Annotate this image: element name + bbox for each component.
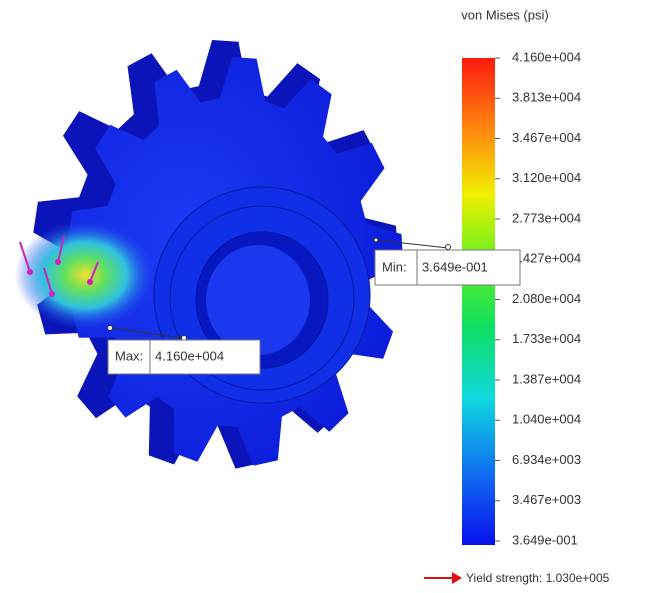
legend-title: von Mises (psi) xyxy=(461,7,548,22)
legend-labels: 4.160e+004 3.813e+004 3.467e+004 3.120e+004… xyxy=(495,49,581,547)
legend-label: 2.427e+004 xyxy=(512,251,581,266)
max-value: 4.160e+004 xyxy=(155,348,224,363)
load-arrow-head xyxy=(27,269,33,275)
max-label: Max: xyxy=(115,348,143,363)
legend-label: 2.773e+004 xyxy=(512,210,581,225)
bore-inner xyxy=(206,245,310,355)
min-value: 3.649e-001 xyxy=(422,259,488,274)
legend-label: 3.120e+004 xyxy=(512,170,581,185)
legend-label: 3.467e+003 xyxy=(512,492,581,507)
legend-label: 3.649e-001 xyxy=(512,532,578,547)
legend-label: 1.387e+004 xyxy=(512,371,581,386)
yield-strength: Yield strength: 1.030e+005 xyxy=(424,571,610,585)
color-bar xyxy=(462,58,495,545)
legend-label: 3.813e+004 xyxy=(512,90,581,105)
load-arrow-head xyxy=(87,279,93,285)
hot-spot xyxy=(15,220,155,330)
legend-label: 6.934e+003 xyxy=(512,452,581,467)
min-label: Min: xyxy=(382,259,407,274)
legend-label: 1.733e+004 xyxy=(512,331,581,346)
yield-strength-text: Yield strength: 1.030e+005 xyxy=(466,571,610,585)
legend-label: 1.040e+004 xyxy=(512,412,581,427)
simulation-view: von Mises (psi) 4.160e+004 3.813e+004 3.46… xyxy=(0,0,645,593)
gear-model xyxy=(15,40,403,469)
legend-label: 3.467e+004 xyxy=(512,130,581,145)
legend-label: 4.160e+004 xyxy=(512,49,581,64)
load-arrow-head xyxy=(55,259,61,265)
load-arrow-head xyxy=(49,291,55,297)
legend-label: 2.080e+004 xyxy=(512,291,581,306)
